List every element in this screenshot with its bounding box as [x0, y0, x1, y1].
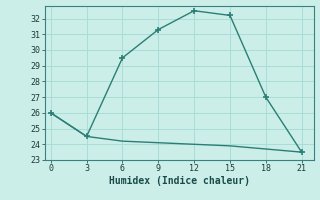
X-axis label: Humidex (Indice chaleur): Humidex (Indice chaleur) [109, 176, 250, 186]
